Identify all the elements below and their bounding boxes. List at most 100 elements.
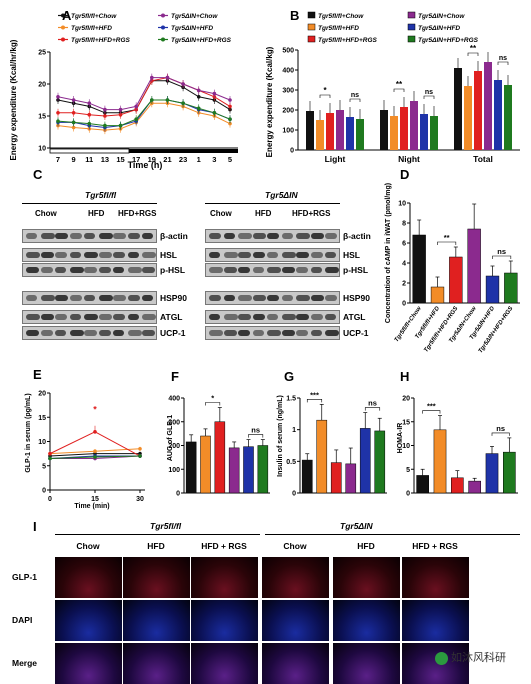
panel-g-chart: Insulin of serum (ng/mL) 0 0.5 1 1.5 *** ns [277,390,387,498]
blot-band [310,330,322,336]
data-point [56,111,60,115]
blot-band [40,295,55,301]
x-tick-label: 1 [197,155,201,164]
data-point [165,98,170,102]
panel-h-chart: HOMA-IR 0 5 10 15 20 *** ns [397,396,518,498]
blot-band [26,314,40,320]
x-tick-label: 5 [228,155,232,164]
sig-bracket [393,88,405,92]
bar [228,447,240,494]
blot-band [223,252,238,258]
panel-letter-h: H [400,369,410,384]
sig-label: * [211,394,214,403]
bar [185,441,197,494]
x-tick-label: 23 [179,155,187,164]
category-label: Tgr5fl/fl+HFD+RGS [423,306,459,354]
micrograph-image [123,557,190,598]
panel-a-chart: Tgr5fl/fl+Chow Tgr5fl/fl+HFD Tgr5fl/fl+HFD… [9,13,238,170]
data-point [134,117,138,121]
blot-band [55,330,66,336]
data-point [71,120,76,125]
blot-band [310,295,324,301]
data-point [196,106,201,111]
bar [243,446,254,494]
data-point [93,455,97,459]
blot-band [296,267,308,273]
bar [454,68,462,150]
panel-i-group-left: Tgr5fl/fl [150,521,182,531]
bar [430,116,438,150]
blot-strip [22,310,157,324]
bar [416,475,429,494]
panel-d-ylabel: Concentration of cAMP in iWAT (pmol/mg) [385,183,392,323]
legend-label: Tgr5fl/fl+HFD+RGS [318,37,378,44]
bar [356,119,364,150]
x-tick-label: 0 [48,496,52,503]
y-tick-label: 100 [282,128,294,135]
bar [359,428,371,494]
y-tick-label: 15 [38,114,46,121]
sig-label: ns [368,399,377,408]
blot-condition-label: HFD [88,209,105,218]
legend-swatch [307,35,316,43]
blot-band [238,295,252,301]
blot-protein-label: HSL [343,250,360,260]
x-tick-label: 30 [136,496,144,503]
panel-a-xlabel: Time (h) [128,160,163,170]
bar [464,86,472,150]
blot-band [209,233,221,239]
y-tick-label: 15 [402,419,410,426]
panel-i-condition-label: HFD + RGS [201,541,247,551]
blot-band [252,267,264,273]
sig-label: ns [499,55,507,62]
micrograph-image [262,600,329,641]
bar [504,85,512,150]
blot-band [69,267,84,273]
x-tick-label: 15 [91,496,99,503]
x-tick-label: 13 [101,155,109,164]
blot-band [325,267,339,273]
micrograph-image [262,643,329,684]
data-point [212,111,217,115]
micrograph-image [191,643,258,684]
data-point [212,91,217,96]
panel-h-ylabel: HOMA-IR [397,423,404,454]
blot-band [252,252,265,258]
micrograph-image [333,643,400,684]
blot-strip [22,248,157,262]
blot-band [252,330,264,336]
blot-band [325,252,336,258]
panel-letter-b: B [290,8,300,23]
blot-band [296,314,309,320]
y-tick-label: 10 [402,443,410,450]
panel-letter-g: G [284,369,295,384]
data-point [150,75,154,80]
blot-condition-label: HFD [255,209,272,218]
sig-bracket [248,434,264,438]
blot-protein-label: β-actin [343,231,371,241]
sig-bracket [349,98,361,102]
y-tick-label: 0 [290,148,294,155]
sig-label: ns [497,247,506,256]
bar [214,421,226,494]
y-tick-label: 2 [402,281,406,288]
sig-label: * [323,86,327,95]
sig-label: ** [396,80,403,89]
data-point [48,456,52,461]
blot-band [142,295,153,301]
blot-band [310,267,322,273]
blot-band [55,267,66,273]
y-tick-label: 10 [38,146,46,153]
bar [380,110,388,150]
x-tick-label: 9 [72,155,76,164]
bar [316,120,324,150]
sig-label: ** [470,44,477,53]
blot-band [84,314,98,320]
blot-protein-label: HSP90 [160,293,187,303]
bar [503,451,516,494]
blot-band [113,252,125,258]
sig-bracket [319,94,331,98]
y-tick-label: 5 [406,467,410,474]
data-point [56,95,60,99]
blot-band [98,252,112,258]
